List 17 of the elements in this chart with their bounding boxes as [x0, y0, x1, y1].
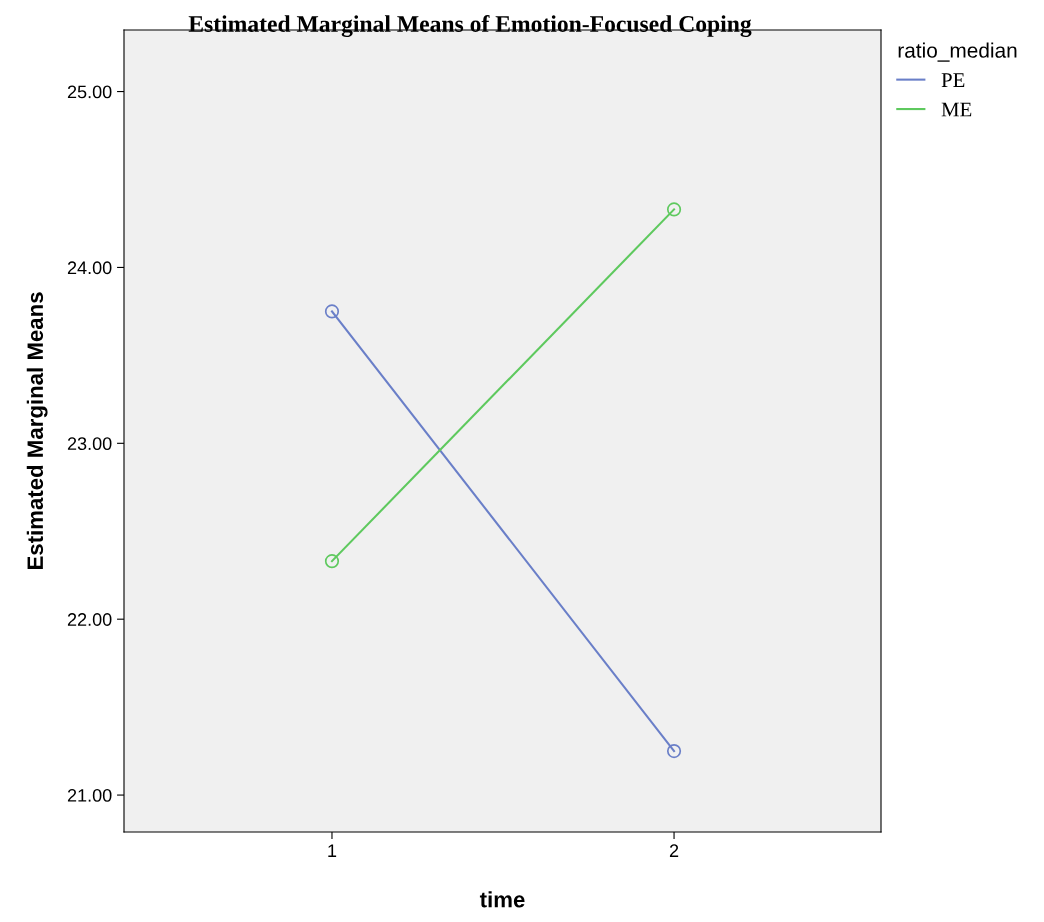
chart-title: Estimated Marginal Means of Emotion-Focused Coping: [188, 15, 752, 37]
x-tick-label: 2: [669, 844, 679, 857]
y-tick-label: 25.00: [67, 85, 112, 99]
x-tick-label: 1: [328, 844, 337, 857]
y-tick-label: 21.00: [67, 789, 112, 802]
y-tick-label: 22.00: [67, 613, 112, 626]
y-tick-label: 23.00: [67, 437, 112, 451]
point: [666, 744, 682, 759]
x-axis-title: time: [479, 891, 525, 908]
legend-title: ratio_median: [898, 42, 1017, 62]
point: [324, 304, 340, 319]
point: [324, 554, 340, 569]
y-tick-label: 24.00: [67, 261, 112, 275]
point: [666, 202, 682, 217]
legend-label: ME: [941, 102, 972, 117]
legend-label: PE: [941, 73, 965, 87]
y-axis-title: Estimated Marginal Means: [26, 292, 48, 570]
